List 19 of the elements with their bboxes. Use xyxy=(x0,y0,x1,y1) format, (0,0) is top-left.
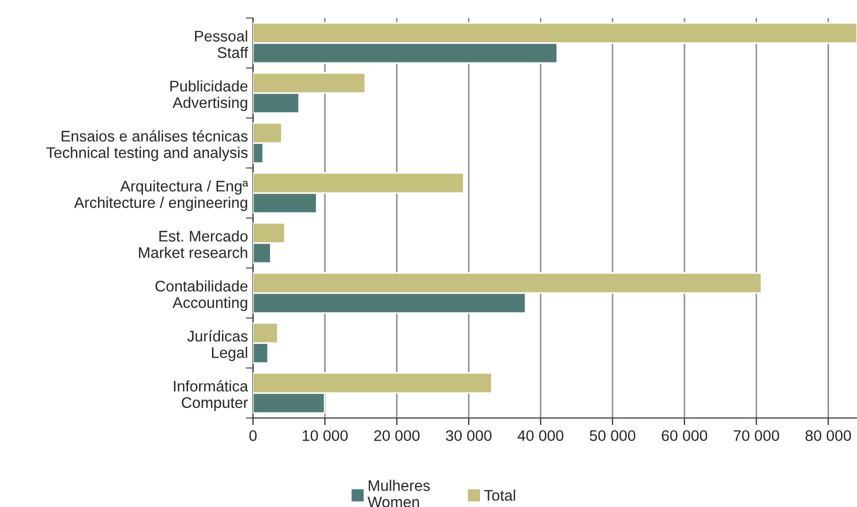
y-tick-label: Informática Computer xyxy=(174,380,248,412)
y-tick-label: Est. Mercado Market research xyxy=(139,230,248,258)
y-tick-label: Jurídicas Legal xyxy=(187,330,248,362)
y-tick-label: Pessoal Staff xyxy=(195,30,248,58)
y-tick-label: Publicidade Advertising xyxy=(170,80,248,112)
legend-label: Total xyxy=(484,490,516,501)
y-tick-label: Contabilidade Accounting xyxy=(155,280,248,312)
y-tick-label: Ensaios e análises técnicas Technical testing and analysis xyxy=(46,130,248,162)
y-tick-label: Arquitectura / Engª Architecture / engineering xyxy=(74,180,248,212)
x-tick-label: 60 000 xyxy=(662,430,708,442)
x-tick-label: 20 000 xyxy=(374,430,420,442)
x-tick-label: 10 000 xyxy=(302,430,348,442)
x-tick-label: 80 000 xyxy=(806,430,852,442)
x-tick-label: 0 xyxy=(249,430,257,442)
x-tick-label: 30 000 xyxy=(446,430,492,442)
legend-label: Mulheres Women xyxy=(368,480,430,507)
x-tick-label: 40 000 xyxy=(518,430,564,442)
x-tick-label: 70 000 xyxy=(734,430,780,442)
x-tick-label: 50 000 xyxy=(590,430,636,442)
